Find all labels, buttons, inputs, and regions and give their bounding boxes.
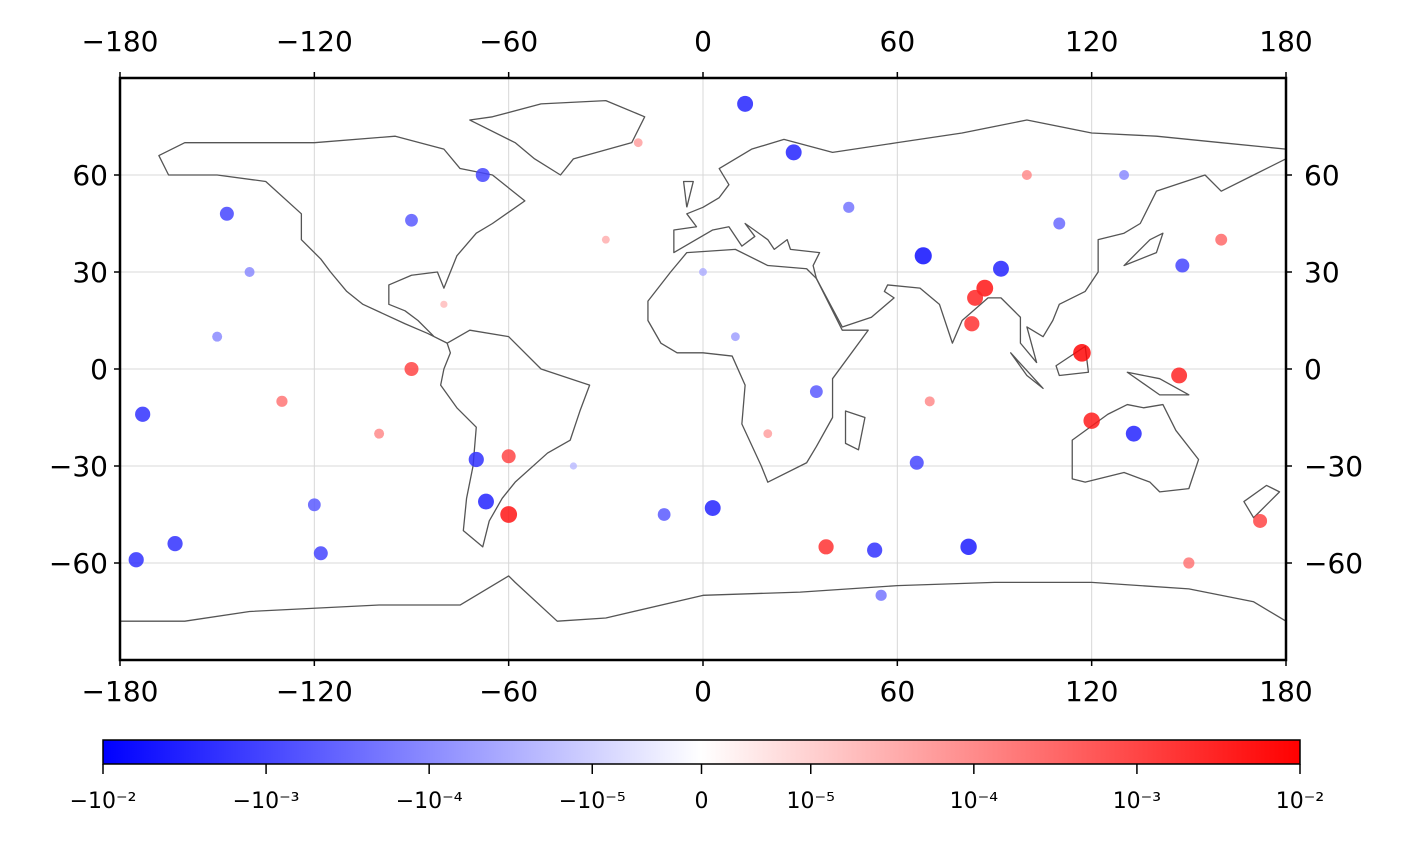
y-tick-label: −60 <box>1304 547 1363 580</box>
point <box>307 498 321 512</box>
point <box>704 500 721 516</box>
colorbar-tick-label: 10⁻³ <box>1113 789 1161 814</box>
point <box>276 395 288 407</box>
y-tick-label: 30 <box>72 256 108 289</box>
colorbar: −10⁻² −10⁻³ −10⁻⁴ −10⁻⁵ 0 10⁻⁵ 10⁻⁴ 10⁻³ 10⁻² <box>70 739 1324 814</box>
point <box>785 144 802 161</box>
x-tick-label: 120 <box>1065 675 1118 708</box>
colorbar-tick-label: −10⁻⁴ <box>396 789 463 814</box>
point <box>374 428 385 439</box>
point <box>1215 233 1228 246</box>
point <box>967 289 984 306</box>
point <box>1183 557 1195 569</box>
x-tick-label: 180 <box>1259 25 1312 58</box>
point <box>468 451 484 468</box>
y-tick-label: 60 <box>1304 159 1340 192</box>
point <box>1083 412 1100 429</box>
colorbar-tick-label: 0 <box>695 789 709 814</box>
point <box>1073 344 1091 362</box>
point <box>500 506 518 523</box>
point <box>219 206 234 221</box>
point <box>167 535 183 552</box>
point <box>1053 217 1066 230</box>
coastline <box>674 120 1286 362</box>
coastline <box>120 576 1286 621</box>
x-tick-label: −120 <box>276 675 353 708</box>
y-tick-label: −60 <box>49 547 108 580</box>
coastline <box>1072 405 1198 492</box>
point <box>763 429 773 439</box>
point <box>730 332 740 342</box>
point <box>737 95 754 112</box>
x-tick-label: 0 <box>694 25 712 58</box>
point <box>1119 170 1130 180</box>
x-tick-label: −120 <box>276 25 353 58</box>
y-tick-label: −30 <box>1304 450 1363 483</box>
y-tick-label: 0 <box>1304 353 1322 386</box>
point <box>569 462 578 470</box>
point <box>440 300 448 308</box>
point <box>657 508 671 521</box>
point <box>633 138 643 148</box>
point <box>867 542 883 558</box>
y-tick-label: 30 <box>1304 256 1340 289</box>
colorbar-bar <box>102 739 1301 765</box>
x-tick-label: −60 <box>479 675 538 708</box>
point <box>244 267 255 277</box>
coastline <box>159 136 525 343</box>
coastline <box>441 330 590 547</box>
coastline <box>470 101 645 175</box>
point <box>313 546 328 561</box>
coastlines <box>120 101 1286 622</box>
colorbar-tick-label: 10⁻⁴ <box>950 789 999 814</box>
x-tick-label: −180 <box>82 25 159 58</box>
point <box>478 493 494 510</box>
coastline <box>684 181 1280 517</box>
point <box>909 455 924 470</box>
y-tick-label: 0 <box>90 353 108 386</box>
point <box>875 589 887 601</box>
x-tick-label: 180 <box>1259 675 1312 708</box>
point <box>993 260 1009 277</box>
point <box>924 396 935 407</box>
colorbar-tick-label: −10⁻² <box>70 789 137 814</box>
coastline <box>648 249 868 482</box>
colorbar-tick-label: −10⁻⁵ <box>559 789 626 814</box>
point <box>1175 258 1190 273</box>
y-tick-label: 60 <box>72 159 108 192</box>
point <box>818 539 834 555</box>
axes: −180 −180 −120 −120 −60 −60 0 0 60 60 120 120 180 180… <box>49 25 1363 708</box>
point <box>404 362 419 376</box>
point <box>964 316 980 332</box>
x-tick-label: 120 <box>1065 25 1118 58</box>
point <box>1171 367 1188 384</box>
x-tick-label: −180 <box>82 675 159 708</box>
colorbar-tick-label: 10⁻⁵ <box>787 789 835 814</box>
point <box>1125 425 1142 442</box>
point <box>843 201 855 213</box>
point <box>914 247 932 265</box>
x-tick-label: 60 <box>880 675 916 708</box>
points <box>128 95 1268 601</box>
point <box>699 268 707 276</box>
point <box>212 331 223 342</box>
point <box>501 449 516 464</box>
point <box>1021 170 1032 180</box>
point <box>475 168 490 182</box>
point <box>960 538 977 556</box>
grid <box>119 78 1287 660</box>
x-tick-label: 60 <box>880 25 916 58</box>
point <box>1253 513 1268 528</box>
colorbar-tick-label: −10⁻³ <box>233 789 300 814</box>
x-tick-label: −60 <box>479 25 538 58</box>
y-tick-label: −30 <box>49 450 108 483</box>
point <box>405 213 418 227</box>
colorbar-tick-label: 10⁻² <box>1276 789 1324 814</box>
x-tick-label: 0 <box>694 675 712 708</box>
point <box>128 552 144 568</box>
point <box>809 385 823 399</box>
point <box>135 406 151 422</box>
point <box>601 235 610 244</box>
